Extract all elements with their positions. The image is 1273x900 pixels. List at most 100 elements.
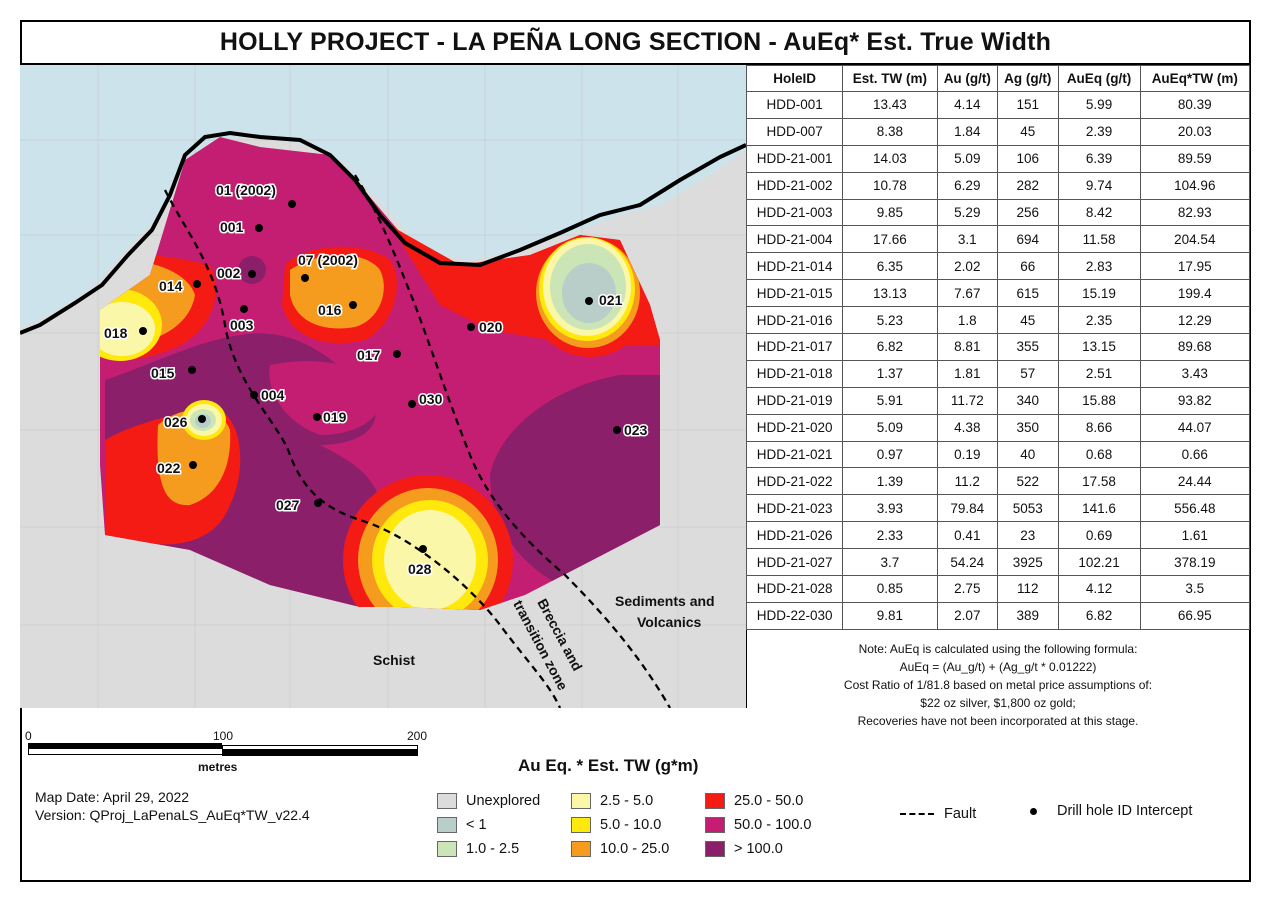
table-cell: HDD-21-015 <box>745 279 844 308</box>
table-cell: 17.95 <box>1139 252 1251 281</box>
table-cell: 2.51 <box>1057 359 1141 388</box>
drill-hole-015[interactable] <box>188 366 196 374</box>
table-cell: 93.82 <box>1139 386 1251 415</box>
map-date-block: Map Date: April 29, 2022 Version: QProj_… <box>35 788 310 824</box>
drill-hole-030[interactable] <box>408 400 416 408</box>
legend-title: Au Eq. * Est. TW (g*m) <box>518 756 699 775</box>
table-cell: 355 <box>997 333 1059 361</box>
drill-hole-027[interactable] <box>314 499 322 507</box>
drill-hole-021[interactable] <box>585 297 593 305</box>
table-cell: HDD-21-017 <box>745 333 844 361</box>
legend-swatch <box>705 841 725 857</box>
table-cell: HDD-001 <box>745 91 844 119</box>
table-cell: 6.82 <box>1057 601 1141 630</box>
label-019: 019 <box>323 409 347 425</box>
table-cell: 13.15 <box>1057 333 1141 361</box>
drill-hole-017[interactable] <box>393 350 401 358</box>
table-cell: 4.14 <box>936 91 999 119</box>
table-cell: 2.39 <box>1057 117 1141 146</box>
note-line: Note: AuEq is calculated using the follo… <box>858 642 1138 656</box>
legend-fault: Fault <box>900 806 976 822</box>
table-cell: 3.43 <box>1139 359 1251 388</box>
table-cell: 17.58 <box>1057 467 1141 496</box>
drill-hole-022[interactable] <box>189 461 197 469</box>
table-cell: HDD-21-003 <box>745 198 844 227</box>
note-line: Recoveries have not been incorporated at… <box>857 714 1139 728</box>
drill-hole-023[interactable] <box>613 426 621 434</box>
table-row: HDD-21-018 1.37 1.81 57 2.51 3.43 <box>745 359 1251 388</box>
legend-label: 2.5 - 5.0 <box>600 793 654 809</box>
label-018: 018 <box>104 325 128 341</box>
table-row: HDD-21-003 9.85 5.29 256 8.42 82.93 <box>745 198 1251 227</box>
table-cell: 80.39 <box>1139 91 1251 119</box>
label-021: 021 <box>599 292 623 308</box>
label-001: 001 <box>220 219 244 235</box>
table-cell: 2.83 <box>1057 252 1141 281</box>
legend-label: 50.0 - 100.0 <box>734 817 812 833</box>
table-row: HDD-21-019 5.91 11.72 340 15.88 93.82 <box>745 386 1251 415</box>
label-002: 002 <box>217 265 241 281</box>
drill-hole-001[interactable] <box>255 224 263 232</box>
legend-item-1-2.5: 1.0 - 2.5 <box>437 841 519 857</box>
table-cell: 6.82 <box>842 333 938 361</box>
legend-label: 25.0 - 50.0 <box>734 793 804 809</box>
table-cell: 4.12 <box>1057 575 1141 603</box>
drill-hole-003[interactable] <box>240 305 248 313</box>
table-cell: 0.97 <box>842 440 938 469</box>
table-row: HDD-21-016 5.23 1.8 45 2.35 12.29 <box>745 306 1251 335</box>
drill-hole-07-2002[interactable] <box>301 274 309 282</box>
table-cell: 11.72 <box>936 386 999 415</box>
drill-hole-014[interactable] <box>193 280 201 288</box>
table-cell: 3.7 <box>842 548 938 577</box>
label-003: 003 <box>230 317 254 333</box>
legend-item-unexplored: Unexplored <box>437 793 540 809</box>
legend-swatch <box>437 817 457 833</box>
drill-hole-020[interactable] <box>467 323 475 331</box>
table-cell: 12.29 <box>1139 306 1251 335</box>
table-row: HDD-21-023 3.93 79.84 5053 141.6 556.48 <box>745 494 1251 523</box>
label-01-2002: 01 (2002) <box>216 182 276 198</box>
table-cell: 4.38 <box>936 413 999 442</box>
table-cell: 5.09 <box>842 413 938 442</box>
table-cell: 141.6 <box>1057 494 1141 523</box>
drill-hole-01-2002[interactable] <box>288 200 296 208</box>
legend-label: Unexplored <box>466 793 541 809</box>
scale-fill-1 <box>28 743 222 749</box>
sediments-label-line1: Sediments and <box>615 593 715 609</box>
map-version: Version: QProj_LaPenaLS_AuEq*TW_v22.4 <box>35 807 310 823</box>
table-cell: HDD-21-028 <box>745 575 844 603</box>
label-015: 015 <box>151 365 175 381</box>
table-cell: 13.13 <box>842 279 938 308</box>
table-cell: 5.23 <box>842 306 938 335</box>
table-cell: 556.48 <box>1139 494 1251 523</box>
table-cell: 112 <box>997 575 1059 603</box>
table-row: HDD-21-021 0.97 0.19 40 0.68 0.66 <box>745 440 1251 469</box>
legend-swatch <box>437 841 457 857</box>
legend-label: 10.0 - 25.0 <box>600 841 670 857</box>
drill-hole-016[interactable] <box>349 301 357 309</box>
legend-item-5-10: 5.0 - 10.0 <box>571 817 661 833</box>
legend-label: 5.0 - 10.0 <box>600 817 662 833</box>
drill-hole-018[interactable] <box>139 327 147 335</box>
label-030: 030 <box>419 391 443 407</box>
drill-hole-002[interactable] <box>248 270 256 278</box>
drill-hole-028[interactable] <box>419 545 427 553</box>
legend-item-gt100: > 100.0 <box>705 841 783 857</box>
drill-hole-026[interactable] <box>198 415 206 423</box>
table-row: HDD-22-030 9.81 2.07 389 6.82 66.95 <box>745 601 1251 630</box>
table-cell: 3.1 <box>936 225 999 254</box>
table-cell: 3.93 <box>842 494 938 523</box>
note-line: Cost Ratio of 1/81.8 based on metal pric… <box>843 678 1153 692</box>
drill-hole-004[interactable] <box>250 391 258 399</box>
table-cell: 13.43 <box>842 91 938 119</box>
table-cell: 8.38 <box>842 117 938 146</box>
scale-unit: metres <box>198 760 238 774</box>
long-section-map: 01 (2002) 001 002 07 (2002) 014 016 021 … <box>20 65 747 708</box>
drill-hole-labels: 01 (2002) 001 002 07 (2002) 014 016 021 … <box>103 181 650 579</box>
drill-hole-019[interactable] <box>313 413 321 421</box>
table-cell: 45 <box>997 306 1059 335</box>
table-cell: 82.93 <box>1139 198 1251 227</box>
table-header-cell: Au (g/t) <box>936 65 999 92</box>
table-cell: 5053 <box>997 494 1059 523</box>
scale-tick-0: 0 <box>25 729 32 743</box>
